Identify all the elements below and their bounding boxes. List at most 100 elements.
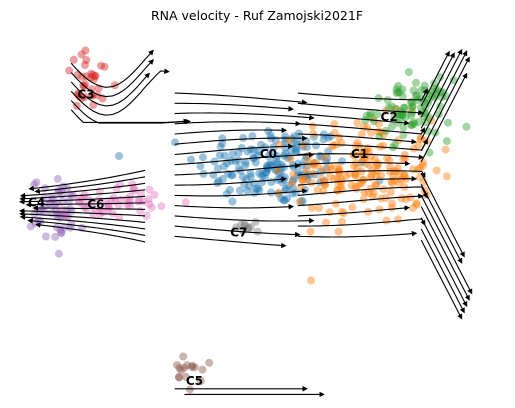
streamline xyxy=(174,120,301,127)
point-c1 xyxy=(412,199,421,208)
point-c4 xyxy=(58,211,67,220)
streamline xyxy=(70,72,150,107)
streamline xyxy=(70,68,170,116)
point-c0 xyxy=(216,142,225,151)
point-c2 xyxy=(362,111,371,120)
point-c2 xyxy=(388,143,397,152)
point-c1 xyxy=(357,130,366,139)
point-c4 xyxy=(66,205,75,213)
streamline xyxy=(297,133,417,145)
point-c2 xyxy=(408,102,417,111)
point-c1 xyxy=(394,215,402,224)
point-c0 xyxy=(276,168,285,177)
point-c0 xyxy=(311,170,319,179)
point-c0 xyxy=(241,158,250,167)
point-c2 xyxy=(436,102,445,111)
point-c0 xyxy=(245,182,254,191)
point-c1 xyxy=(327,165,336,174)
point-c7 xyxy=(238,226,247,235)
point-c1 xyxy=(367,128,376,137)
point-c6 xyxy=(125,196,134,205)
point-c1 xyxy=(353,164,361,173)
point-c1 xyxy=(357,179,366,188)
streamline xyxy=(297,186,428,199)
streamline xyxy=(420,228,465,314)
point-c0 xyxy=(220,162,229,171)
point-c2 xyxy=(408,121,417,130)
point-c0 xyxy=(322,165,331,173)
point-c0 xyxy=(288,177,297,185)
point-c0 xyxy=(261,173,269,182)
point-c3 xyxy=(90,75,98,84)
point-c6 xyxy=(136,189,145,198)
point-c2 xyxy=(407,111,416,120)
point-c0 xyxy=(319,130,328,139)
point-c1 xyxy=(400,171,409,180)
streamline xyxy=(297,170,426,179)
point-c0 xyxy=(253,184,262,193)
point-c0 xyxy=(264,151,273,160)
point-c0 xyxy=(234,156,243,165)
point-c1 xyxy=(409,203,417,212)
point-c1 xyxy=(419,158,428,167)
point-c0 xyxy=(258,171,267,180)
point-c4 xyxy=(58,197,67,205)
point-c6 xyxy=(78,194,87,203)
point-c1 xyxy=(353,138,362,147)
point-c1 xyxy=(372,181,381,190)
point-c0 xyxy=(316,178,324,187)
point-c2 xyxy=(396,111,405,120)
point-c1 xyxy=(326,163,335,171)
point-c1 xyxy=(299,141,308,150)
point-c0 xyxy=(238,173,247,182)
streamline xyxy=(297,218,426,227)
point-c1 xyxy=(320,152,329,161)
cluster-label-c1: C1 xyxy=(351,147,368,161)
point-c2 xyxy=(420,81,429,90)
point-c0 xyxy=(246,172,255,181)
streamline xyxy=(297,193,424,207)
streamline xyxy=(297,88,428,101)
point-c5 xyxy=(175,364,184,372)
point-c1 xyxy=(432,166,441,175)
point-c1 xyxy=(331,199,340,208)
cluster-label-c4: C4 xyxy=(28,196,45,210)
streamline xyxy=(174,163,301,176)
point-c0 xyxy=(215,151,224,160)
streamline xyxy=(174,225,301,238)
point-c1 xyxy=(322,218,331,227)
point-c1 xyxy=(362,159,371,168)
point-c0 xyxy=(291,188,300,197)
point-c0 xyxy=(277,163,286,172)
point-c1 xyxy=(393,164,402,173)
point-c0 xyxy=(237,144,246,152)
point-c1 xyxy=(374,119,383,128)
point-c0 xyxy=(196,162,205,171)
streamline xyxy=(420,239,463,320)
point-c1 xyxy=(372,172,381,180)
point-c6 xyxy=(142,211,151,220)
point-c1 xyxy=(373,159,382,168)
point-c2 xyxy=(410,120,419,128)
point-c2 xyxy=(370,117,379,126)
point-c1 xyxy=(307,276,315,285)
point-c4 xyxy=(57,228,66,237)
point-c1 xyxy=(367,171,376,180)
point-c2 xyxy=(399,131,408,140)
cluster-labels: C3 C2 C0 C1 C4 C6 C7 C5 xyxy=(28,88,398,388)
point-c2 xyxy=(398,92,407,101)
point-c1 xyxy=(348,203,357,212)
streamline xyxy=(18,195,146,205)
streamline xyxy=(174,92,308,105)
point-c6 xyxy=(74,196,83,205)
point-c7 xyxy=(253,227,262,236)
streamline xyxy=(32,205,146,211)
point-c1 xyxy=(389,172,398,181)
streamline xyxy=(420,72,468,163)
streamline xyxy=(70,100,191,125)
point-c0 xyxy=(227,171,236,180)
point-c2 xyxy=(393,110,402,119)
point-c2 xyxy=(394,81,403,90)
